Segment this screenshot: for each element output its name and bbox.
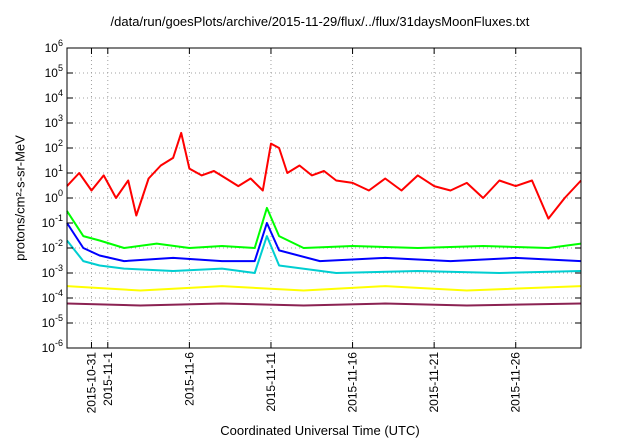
x-tick-label: 2015-11-16 (346, 352, 360, 413)
series-line (66, 222, 582, 263)
chart-title: /data/run/goesPlots/archive/2015-11-29/f… (110, 14, 530, 29)
x-tick-label: 2015-11-6 (182, 352, 196, 406)
y-axis: 10-6 10-5 10-4 10-3 10-2 10-1 100 101 102 103 104 1… (42, 38, 581, 355)
x-axis: 2015-10-31 2015-11-1 2015-11-6 2015-11-11 20… (84, 48, 523, 414)
y-tick-label: 10-5 (42, 313, 63, 330)
y-tick-label: 10-4 (42, 288, 63, 305)
x-tick-label: 2015-11-1 (101, 352, 115, 406)
y-tick-label: 10-6 (42, 338, 63, 355)
grid-lines (67, 48, 581, 348)
y-axis-label: protons/cm²-s-sr-MeV (12, 135, 28, 261)
series-line (66, 206, 582, 249)
y-tick-label: 100 (45, 188, 63, 205)
y-tick-label: 10-1 (42, 213, 63, 230)
x-tick-label: 2015-11-21 (427, 352, 441, 413)
y-tick-label: 106 (45, 38, 63, 55)
x-axis-label: Coordinated Universal Time (UTC) (220, 423, 420, 438)
series-line (66, 302, 582, 307)
y-tick-label: 101 (45, 163, 63, 180)
series-line (66, 235, 582, 274)
x-tick-label: 2015-11-26 (509, 352, 523, 413)
y-tick-label: 10-2 (42, 238, 63, 255)
y-tick-label: 102 (45, 138, 63, 155)
y-tick-label: 104 (45, 88, 63, 105)
series-group (66, 131, 582, 307)
y-tick-label: 10-3 (42, 263, 63, 280)
y-tick-label: 103 (45, 113, 63, 130)
x-tick-label: 2015-10-31 (84, 352, 98, 414)
x-tick-label: 2015-11-11 (264, 352, 278, 412)
series-line (66, 285, 582, 292)
y-tick-label: 105 (45, 63, 63, 80)
series-line (66, 131, 582, 220)
